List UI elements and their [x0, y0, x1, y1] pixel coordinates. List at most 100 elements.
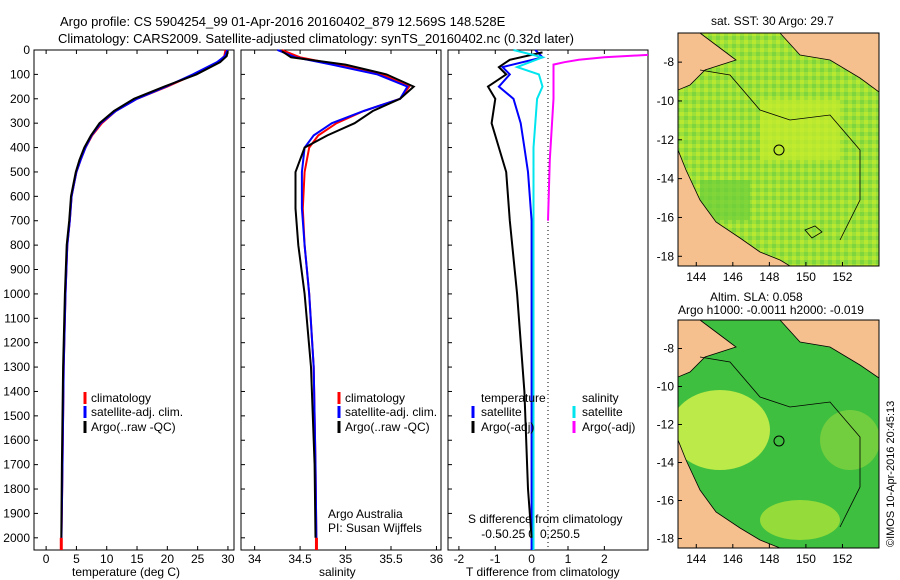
land-australia — [678, 149, 791, 266]
x-tick-label: 15 — [130, 552, 144, 566]
x-tick-label: 20 — [161, 552, 175, 566]
temperature-profile-lines — [59, 49, 229, 551]
series-line-argo-raw-qc — [281, 50, 416, 538]
series-line-satellite-adj-clim — [277, 49, 409, 551]
depth-tick-label: 1700 — [3, 458, 30, 472]
depth-tick-label: 1900 — [3, 506, 30, 520]
depth-tick-label: 100 — [10, 67, 30, 81]
temperature-axis-ticks: 0 5 10 15 20 25 30 — [43, 50, 235, 566]
depth-tick-label: 1100 — [4, 311, 30, 325]
map-y-tick-label: -14 — [657, 172, 675, 186]
figure-title-line1: Argo profile: CS 5904254_99 01-Apr-2016 … — [60, 14, 506, 29]
s-diff-tick-label: 0.5 — [563, 527, 580, 541]
legend-label-temp-argo: Argo(-adj) — [481, 420, 534, 434]
map-x-tick-label: 152 — [832, 552, 852, 566]
s-diff-tick-label: -0.5 — [481, 527, 502, 541]
map-x-tick-label: 152 — [832, 270, 852, 284]
salinity-axes-frame — [240, 49, 442, 551]
map-x-tick-label: 144 — [686, 552, 706, 566]
series-line-temperature-satellite — [497, 49, 545, 550]
salinity-legend: climatology satellite-adj. clim. Argo(..… — [337, 391, 437, 434]
temperature-legend: climatology satellite-adj. clim. Argo(..… — [83, 391, 183, 434]
salinity-axis-ticks: 34 34.5 35 35.5 36 — [248, 50, 443, 566]
map-x-tick-label: 150 — [796, 270, 816, 284]
depth-tick-label: 600 — [10, 189, 30, 203]
map-y-tick-label: -16 — [657, 210, 675, 224]
s-difference-axis-label: S difference from climatology — [468, 512, 623, 526]
x-tick-label: 30 — [221, 552, 235, 566]
legend-label-temp-satellite: satellite — [481, 405, 522, 419]
map-x-tick-label: 146 — [723, 270, 743, 284]
annotation-pi: PI: Susan Wijffels — [328, 521, 422, 535]
series-line-climatology — [281, 49, 411, 551]
series-line-temperature-argo-adj — [486, 51, 543, 538]
depth-tick-label: 300 — [10, 116, 30, 130]
legend-label-argo: Argo(..raw -QC) — [91, 420, 176, 434]
difference-profile-lines — [486, 49, 649, 550]
map-y-tick-label: -12 — [657, 133, 675, 147]
salinity-axis-label: salinity — [319, 565, 356, 579]
legend-label-climatology: climatology — [345, 391, 405, 405]
sla-mid-patch-east — [820, 410, 879, 470]
bathymetry-contour — [699, 69, 861, 241]
argo-location-marker — [773, 144, 785, 156]
sst-map-frame — [677, 32, 880, 267]
x-tick-label: 1 — [565, 552, 572, 566]
argo-location-marker — [773, 435, 785, 447]
x-tick-label: 34.5 — [288, 552, 312, 566]
legend-heading-salinity: salinity — [582, 391, 619, 405]
temperature-panel: 0100200300400500600700800900100011001200… — [3, 43, 452, 579]
legend-label-climatology: climatology — [91, 391, 151, 405]
s-diff-tick-label: -0.25 — [498, 527, 526, 541]
depth-tick-label: 0 — [23, 43, 30, 57]
s-diff-tick-label: 0.25 — [540, 527, 564, 541]
legend-heading-temperature: temperature — [481, 391, 546, 405]
series-line-salinity-satellite — [513, 49, 546, 550]
reef-outline — [804, 225, 823, 239]
series-line-argo-raw-qc — [60, 50, 229, 538]
x-tick-label: 10 — [100, 552, 114, 566]
x-tick-label: 34 — [248, 552, 262, 566]
map-x-tick-label: 146 — [723, 552, 743, 566]
map-y-tick-label: -10 — [657, 94, 675, 108]
depth-tick-label: 2000 — [3, 531, 30, 545]
difference-panel: -2 -1 0 1 2 -0.5-0.25 0 0.25 0.5 S difference f… — [447, 49, 649, 579]
map-y-tick-label: -18 — [657, 532, 675, 546]
sla-mid-patch — [760, 500, 840, 540]
figure-title-line2: Climatology: CARS2009. Satellite-adjuste… — [58, 31, 574, 46]
t-difference-axis-label: T difference from climatology — [466, 565, 620, 579]
sst-map-panel: sat. SST: 30 Argo: 29.7 144 146 148 150 152 -… — [657, 14, 880, 284]
depth-tick-label: 1500 — [3, 409, 30, 423]
x-tick-label: 36 — [430, 552, 444, 566]
x-tick-label: -1 — [490, 552, 501, 566]
depth-tick-label: 200 — [10, 92, 30, 106]
salinity-profile-lines — [277, 49, 416, 551]
depth-tick-label: 1300 — [3, 360, 30, 374]
legend-label-sal-argo: Argo(-adj) — [582, 420, 635, 434]
temperature-axis-label: temperature (deg C) — [72, 565, 180, 579]
x-tick-label: 35.5 — [379, 552, 403, 566]
x-tick-label: 0 — [43, 552, 50, 566]
map-y-tick-label: -16 — [657, 494, 675, 508]
sst-map-ticks: 144 146 148 150 152 -8 -10 -12 -14 -16 -18 — [657, 55, 853, 284]
land-new-guinea — [678, 33, 879, 93]
salinity-panel: 34 34.5 35 35.5 36 salinity climatology sate… — [240, 49, 443, 579]
map-y-tick-label: -10 — [657, 380, 675, 394]
series-line-climatology — [60, 49, 227, 551]
depth-tick-label: 1600 — [3, 433, 30, 447]
depth-tick-label: 900 — [10, 263, 30, 277]
sla-map-ticks: 144 146 148 150 152 -8 -10 -12 -14 -16 -18 — [657, 342, 853, 567]
depth-tick-label: 1800 — [3, 482, 30, 496]
depth-tick-label: 400 — [10, 141, 30, 155]
depth-tick-label: 1000 — [3, 287, 30, 301]
land-papua — [678, 33, 737, 91]
x-tick-label: 2 — [601, 552, 608, 566]
sst-map-title: sat. SST: 30 Argo: 29.7 — [711, 14, 834, 28]
map-y-tick-label: -8 — [663, 55, 674, 69]
legend-label-satellite: satellite-adj. clim. — [91, 405, 183, 419]
map-x-tick-label: 148 — [759, 270, 779, 284]
sla-high-patch — [678, 390, 770, 470]
t-difference-axis-ticks: -2 -1 0 1 2 — [454, 50, 608, 566]
legend-label-argo: Argo(..raw -QC) — [345, 420, 430, 434]
